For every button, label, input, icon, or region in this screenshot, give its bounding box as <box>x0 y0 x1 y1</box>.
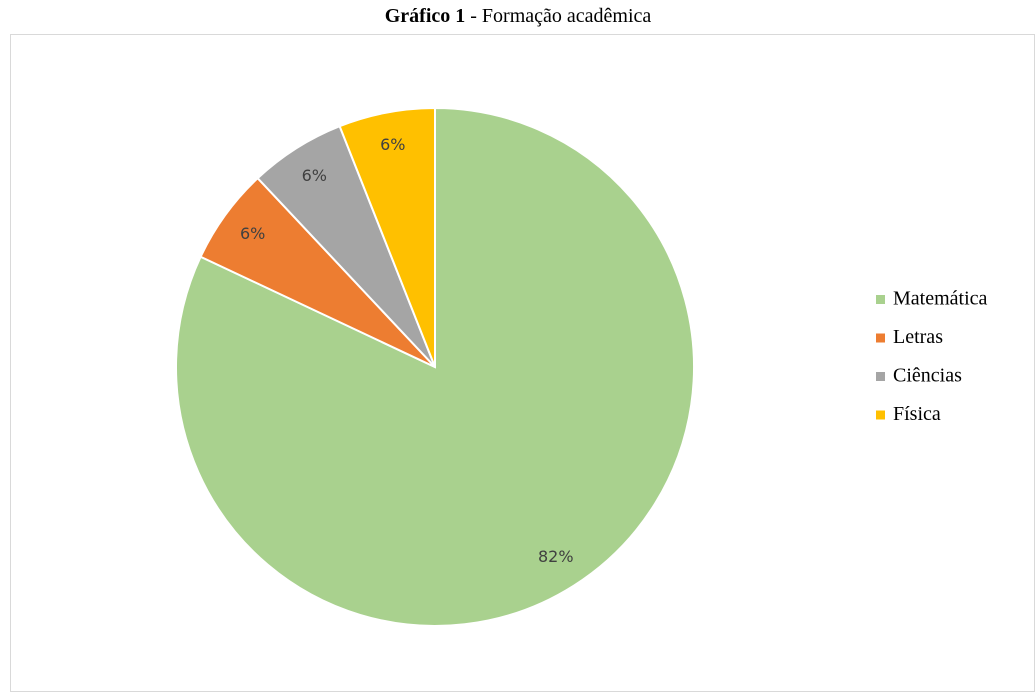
data-label: 6% <box>380 135 405 154</box>
legend-label: Física <box>893 403 941 425</box>
data-label: 82% <box>538 547 574 566</box>
chart-title-group: Gráfico 1 - Formação acadêmica <box>385 5 652 27</box>
chart-title-prefix: Gráfico 1 <box>385 5 466 27</box>
data-label: 6% <box>302 166 327 185</box>
chart-title: - Formação acadêmica <box>470 5 651 27</box>
legend-label: Letras <box>893 326 943 348</box>
pie-slice <box>338 106 436 368</box>
legend-label: Ciências <box>893 365 962 387</box>
legend-swatch <box>876 410 885 420</box>
legend-swatch <box>876 333 885 343</box>
legend-label: Matemática <box>893 288 988 310</box>
legend-swatch <box>876 372 885 381</box>
legend-swatch <box>876 295 885 304</box>
data-label: 6% <box>240 224 265 243</box>
